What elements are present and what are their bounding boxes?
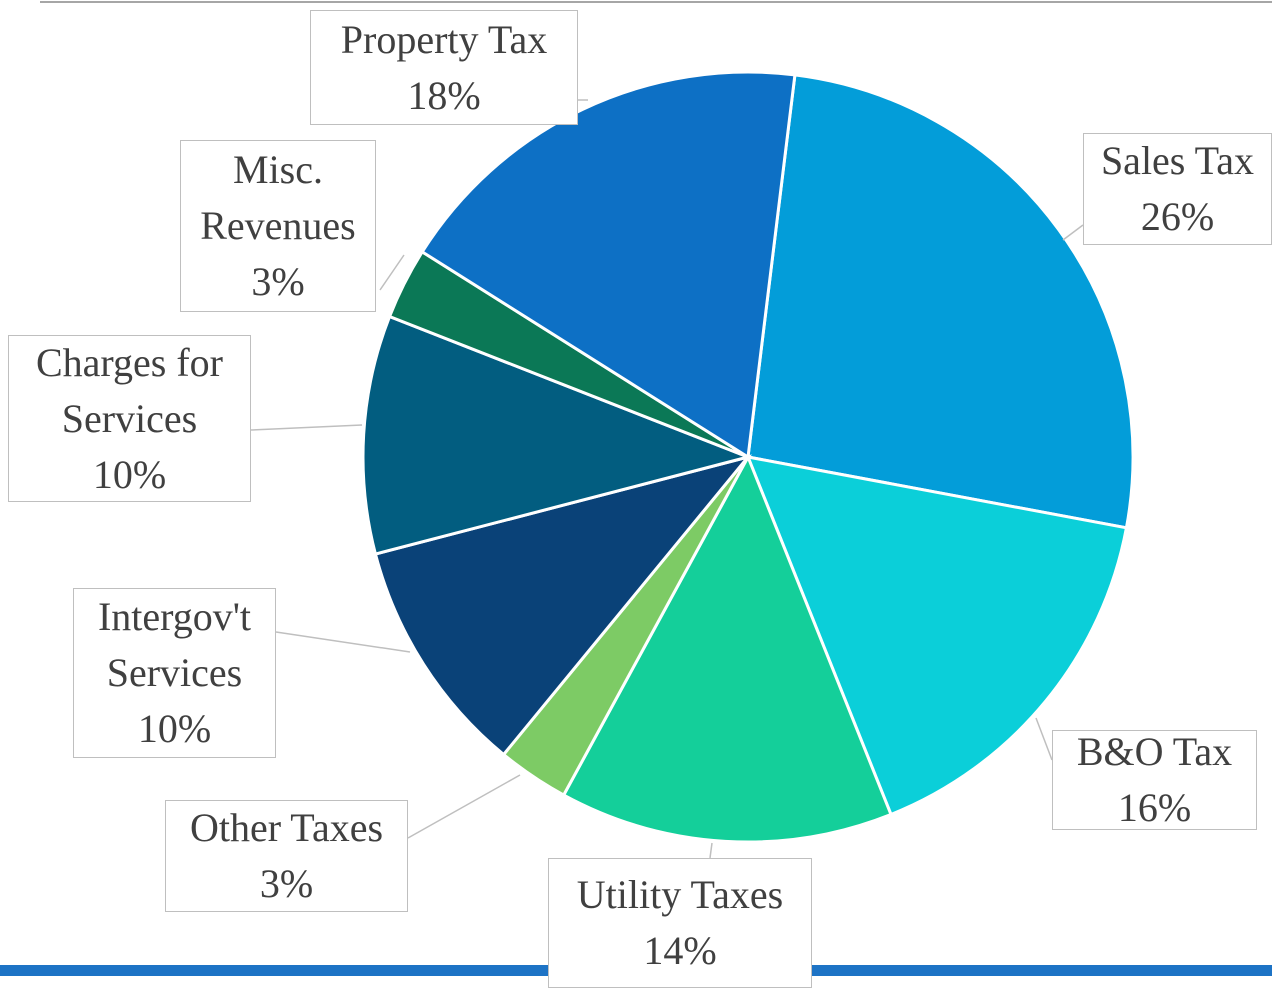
leader-line [1062,224,1084,241]
pie-slice [361,314,753,556]
data-label: Sales Tax 26% [1083,133,1272,245]
pie-slice [746,73,1135,530]
data-label: B&O Tax 16% [1052,729,1257,830]
value-label: 3% [259,861,314,906]
value-label: 10% [92,451,167,497]
data-label: Utility Taxes 14% [548,858,812,988]
leader-line [275,631,411,653]
value-label: 3% [251,259,305,304]
value-label: 16% [1117,785,1192,830]
value-label: 14% [643,928,717,973]
category-label: Misc. Revenues [200,147,356,248]
data-label: Misc. Revenues 3% [180,140,376,312]
pie-slice [745,455,1129,817]
bottom-bar [0,965,548,976]
category-label: Intergov't Services [97,594,252,695]
data-label: Charges for Services 10% [8,335,251,502]
bottom-bar [812,965,1272,976]
category-label: Charges for Services [36,339,223,441]
leader-line [379,254,405,291]
leader-line [1035,717,1053,761]
category-label: Property Tax [340,16,548,62]
pie-slice [561,453,893,844]
data-label: Other Taxes 3% [165,800,408,912]
category-label: Other Taxes [189,805,384,850]
category-label: Utility Taxes [576,872,784,917]
data-label: Property Tax 18% [310,10,578,125]
value-label: 26% [1140,194,1215,239]
leader-line [250,424,363,431]
pie-slice [373,454,753,757]
category-label: Sales Tax [1100,138,1255,183]
value-label: 18% [407,72,481,118]
leader-line [709,842,713,859]
leader-line [407,774,521,839]
category-label: B&O Tax [1076,729,1233,774]
value-label: 10% [137,706,212,751]
data-label: Intergov't Services 10% [73,588,276,758]
pie-slice [420,70,797,460]
